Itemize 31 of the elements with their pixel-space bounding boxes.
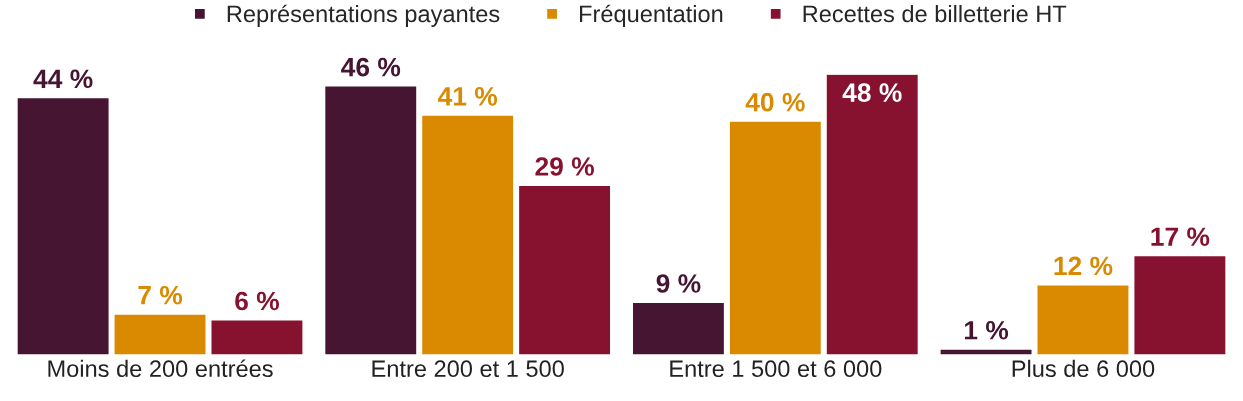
bar (113, 313, 207, 355)
x-tick-label: Entre 200 et 1 500 (372, 360, 564, 378)
data-label: 9 % (656, 274, 701, 293)
data-label: 12 % (1054, 256, 1113, 276)
data-label: 6 % (235, 291, 279, 311)
x-tick-label: Plus de 6 000 (1012, 359, 1155, 378)
legend-label: Représentations payantes (227, 4, 500, 27)
data-label: 44 % (33, 69, 93, 89)
bar (210, 319, 304, 355)
bar (420, 114, 515, 355)
data-label: 48 % (842, 83, 902, 102)
x-tick-label: Entre 1 500 et 6 000 (670, 360, 882, 378)
bar (1036, 284, 1130, 355)
data-label: 40 % (745, 92, 805, 112)
legend-label: Fréquentation (580, 4, 723, 27)
bar (1133, 254, 1227, 355)
bar (323, 85, 418, 355)
bar (16, 96, 110, 355)
bar (728, 120, 823, 355)
bar (939, 348, 1033, 355)
bar (517, 184, 612, 355)
data-label: 7 % (138, 285, 183, 305)
data-label: 46 % (341, 57, 401, 77)
x-tick-label: Moins de 200 entrées (48, 359, 273, 378)
data-label: 41 % (438, 87, 498, 106)
data-label: 17 % (1151, 227, 1210, 246)
data-label: 29 % (535, 157, 594, 176)
bar (631, 301, 726, 355)
legend-label: Recettes de billetterie HT (803, 4, 1067, 23)
bar (825, 74, 920, 355)
data-label: 1 % (964, 320, 1009, 340)
